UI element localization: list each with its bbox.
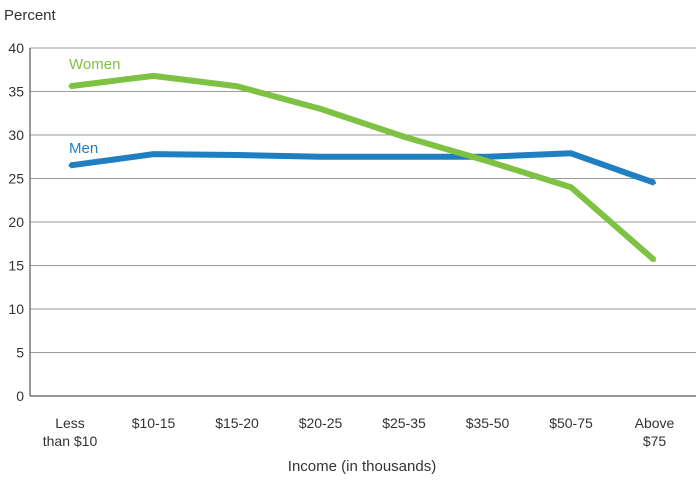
series-label-women: Women	[69, 56, 120, 73]
y-tick-label: 40	[8, 40, 24, 56]
y-tick-label: 5	[16, 345, 24, 361]
y-axis-title: Percent	[4, 7, 57, 24]
data-point-women	[235, 84, 239, 88]
data-point-women	[569, 185, 573, 189]
x-tick-label: $15-20	[215, 415, 259, 431]
y-tick-label: 15	[8, 258, 24, 274]
data-point-women	[319, 107, 322, 111]
x-tick-label: Less than $10	[43, 415, 98, 449]
x-tick-label: $50-75	[549, 415, 593, 431]
data-point-men	[68, 163, 72, 167]
x-tick-label: $20-25	[299, 415, 343, 431]
x-tick-label: $10-15	[132, 415, 176, 431]
x-tick-label: Above $75	[635, 415, 675, 449]
series-line-women	[69, 72, 657, 263]
data-point-women	[402, 135, 406, 139]
grid	[29, 47, 696, 397]
y-axis: 0 5 10 15 20 25 30 35 40	[8, 40, 24, 404]
data-point-women	[68, 84, 72, 88]
y-tick-label: 10	[8, 301, 24, 317]
data-point-women	[486, 159, 489, 163]
y-tick-label: 0	[16, 388, 24, 404]
x-axis: Less than $10 $10-15 $15-20 $20-25 $25-35 $35-…	[43, 415, 675, 449]
data-point-women	[653, 258, 656, 262]
y-tick-label: 35	[8, 84, 24, 100]
data-point-men	[486, 155, 489, 159]
y-tick-label: 20	[8, 214, 24, 230]
data-point-men	[235, 153, 239, 157]
data-point-men	[653, 181, 656, 185]
y-tick-label: 25	[8, 171, 24, 187]
x-tick-label: $25-35	[382, 415, 426, 431]
data-point-men	[319, 155, 322, 159]
x-axis-title: Income (in thousands)	[288, 458, 436, 475]
data-point-women	[152, 74, 155, 78]
data-point-men	[152, 152, 155, 156]
series-line-men	[69, 150, 656, 186]
y-tick-label: 30	[8, 127, 24, 143]
data-point-men	[402, 155, 406, 159]
data-point-men	[569, 151, 573, 155]
series-group: Men Women	[68, 56, 657, 263]
series-label-men: Men	[69, 140, 98, 157]
x-tick-label: $35-50	[466, 415, 510, 431]
